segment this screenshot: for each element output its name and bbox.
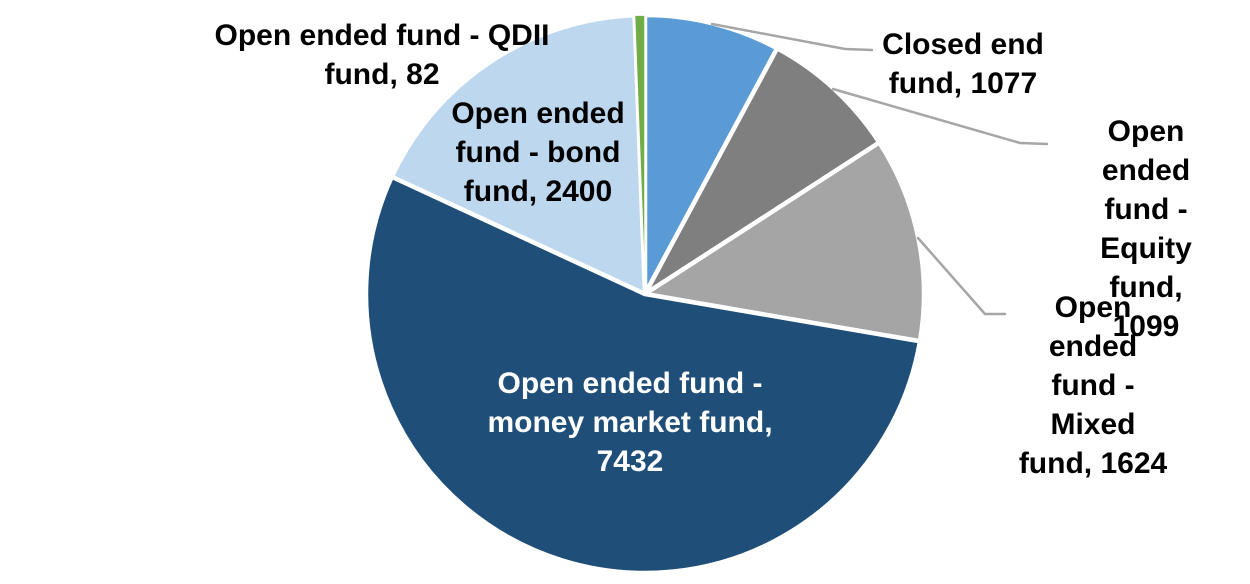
slice-label-open-ended-fund-money-market-fund: Open ended fund - money market fund, 743… xyxy=(487,367,773,478)
slice-label-open-ended-fund-bond-fund: Open ended fund - bond fund, 2400 xyxy=(451,97,625,208)
slice-label-open-ended-fund-mixed-fund: Open ended fund - Mixed fund, 1624 xyxy=(1018,291,1168,480)
pie-slice-open-ended-fund-qdii-fund xyxy=(633,14,646,295)
pie-slice-open-ended-fund-bond-fund xyxy=(389,12,648,297)
slice-label-closed-end-fund: Closed end fund, 1077 xyxy=(882,28,1044,100)
leader-line-open-ended-fund-equity-fund xyxy=(831,87,1049,146)
pie-slice-open-ended-fund-money-market-fund xyxy=(363,174,923,576)
leader-line-open-ended-fund-mixed-fund xyxy=(916,236,1007,316)
leader-lines xyxy=(710,22,1049,316)
leader-line-closed-end-fund xyxy=(710,22,874,52)
slice-label-open-ended-fund-equity-fund: Open ended fund - Equity fund, 1099 xyxy=(1100,115,1192,343)
pie-slices xyxy=(363,12,927,576)
slice-label-open-ended-fund-qdii-fund: Open ended fund - QDII fund, 82 xyxy=(214,19,550,91)
